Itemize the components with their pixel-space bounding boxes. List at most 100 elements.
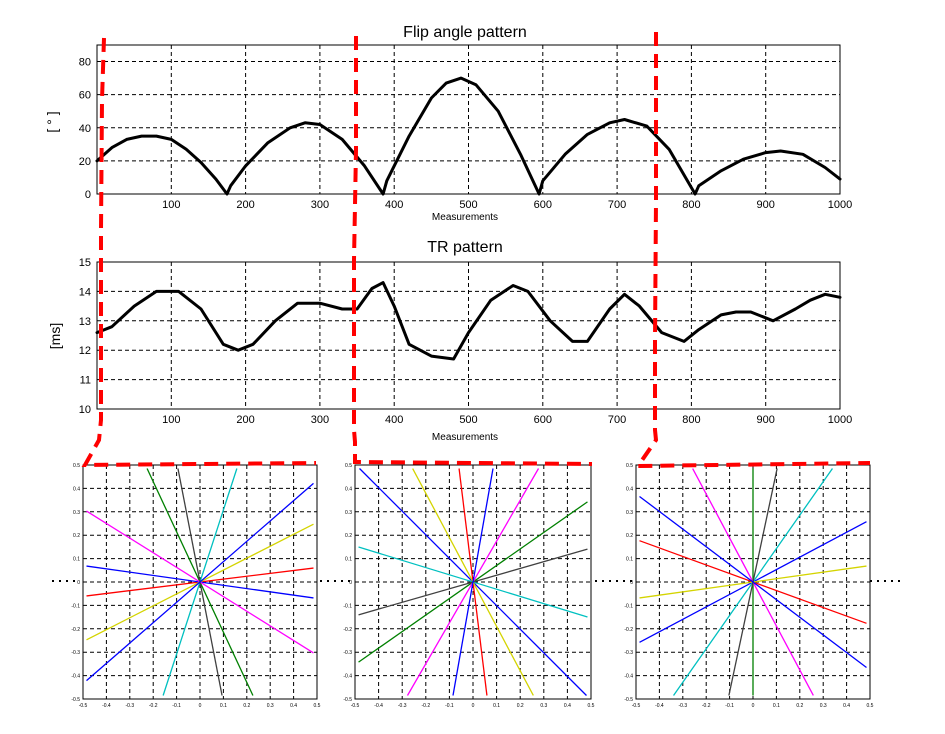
kspace-xtick-label: 0.5 xyxy=(588,703,595,709)
flip-angle-xtick-label: 600 xyxy=(534,199,552,211)
kspace-xtick-label: -0.2 xyxy=(149,703,158,709)
kspace-ytick-label: 0.3 xyxy=(73,510,80,516)
kspace-spoke xyxy=(86,482,314,682)
tr-ytick-label: 13 xyxy=(79,316,91,328)
kspace-spoke xyxy=(639,495,867,669)
kspace-ytick-label: 0.1 xyxy=(626,557,633,563)
kspace-ytick-label: -0.5 xyxy=(624,697,633,703)
kspace-axes xyxy=(354,464,592,700)
kspace-xtick-label: 0.3 xyxy=(267,703,274,709)
tr-ytick-label: 11 xyxy=(80,375,91,387)
tr-ytick-label: 14 xyxy=(79,286,91,298)
kspace-spoke xyxy=(452,468,494,696)
tr-ytick-label: 10 xyxy=(79,404,91,416)
tr-xtick-label: 400 xyxy=(385,414,403,426)
flip-angle-xtick-label: 1000 xyxy=(828,199,852,211)
kspace-ytick-label: 0.3 xyxy=(626,510,633,516)
tr-xtick-label: 200 xyxy=(236,414,254,426)
kspace-ytick-label: -0.2 xyxy=(343,627,352,633)
kspace-ytick-label: 0.2 xyxy=(626,533,633,539)
kspace-plot-1: -0.5 -0.4 -0.3 -0.2 -0.1 0 0.1 0.2 0.3 0.4 0.5 -0.5… xyxy=(71,463,320,709)
kspace-ytick-label: -0.1 xyxy=(343,603,352,609)
kspace-ytick-label: 0.4 xyxy=(73,486,80,492)
flip-angle-xtick-label: 900 xyxy=(757,199,775,211)
kspace-ytick-label: -0.5 xyxy=(71,697,80,703)
kspace-xtick-label: -0.1 xyxy=(445,703,454,709)
flip-angle-ytick-label: 80 xyxy=(79,57,91,69)
tr-xtick-label: 700 xyxy=(608,414,626,426)
kspace-ytick-label: 0.5 xyxy=(345,463,352,469)
kspace-ytick-label: 0.3 xyxy=(345,510,352,516)
flip-angle-ytick-label: 40 xyxy=(79,123,91,135)
kspace-ytick-label: -0.1 xyxy=(624,603,633,609)
flip-angle-xtick-label: 700 xyxy=(608,199,626,211)
kspace-xtick-label: -0.1 xyxy=(172,703,181,709)
tr-xtick-label: 300 xyxy=(311,414,329,426)
kspace-ytick-label: 0.1 xyxy=(345,557,352,563)
kspace-ytick-label: 0.1 xyxy=(73,557,80,563)
flip-angle-curve xyxy=(95,76,842,196)
kspace-xtick-label: 0.5 xyxy=(314,703,321,709)
kspace-xtick-label: -0.5 xyxy=(632,703,641,709)
flip-angle-ylabel: [ ° ] xyxy=(44,111,60,132)
kspace-ytick-label: -0.2 xyxy=(624,627,633,633)
kspace-xtick-label: 0.1 xyxy=(493,703,500,709)
kspace-xtick-label: -0.4 xyxy=(374,703,383,709)
kspace-plot-3: -0.5 -0.4 -0.3 -0.2 -0.1 0 0.1 0.2 0.3 0.4 0.5 -0.5… xyxy=(624,463,873,709)
flip-angle-xtick-label: 100 xyxy=(162,199,180,211)
flip-angle-xlabel: Measurements xyxy=(432,212,498,223)
flip-angle-xtick-label: 500 xyxy=(459,199,477,211)
flip-angle-ytick-label: 0 xyxy=(85,189,91,201)
kspace-xtick-label: -0.4 xyxy=(102,703,111,709)
tr-axes xyxy=(96,261,841,410)
tr-plot: TR pattern 100 200 300 400 500 600 700 800 900 10… xyxy=(47,239,852,443)
kspace-ytick-label: -0.4 xyxy=(343,674,352,680)
kspace-xtick-label: 0 xyxy=(752,703,755,709)
tr-ylabel: [ms] xyxy=(47,323,63,349)
flip-angle-plot: Flip angle pattern 100 200 300 400 500 600 700… xyxy=(44,24,852,223)
kspace-xtick-label: -0.3 xyxy=(398,703,407,709)
kspace-xtick-label: -0.4 xyxy=(655,703,664,709)
tr-xtick-label: 800 xyxy=(682,414,700,426)
kspace-ytick-label: 0.2 xyxy=(345,533,352,539)
kspace-xtick-label: 0 xyxy=(199,703,202,709)
kspace-ytick-label: -0.1 xyxy=(71,603,80,609)
kspace-xtick-label: 0.2 xyxy=(243,703,250,709)
kspace-ytick-label: 0.4 xyxy=(345,486,352,492)
tr-xtick-label: 600 xyxy=(534,414,552,426)
kspace-xtick-label: 0.4 xyxy=(843,703,850,709)
kspace-plot-2: -0.5 -0.4 -0.3 -0.2 -0.1 0 0.1 0.2 0.3 0.4 0.5 -0.5… xyxy=(343,463,594,709)
tr-xtick-label: 1000 xyxy=(828,414,852,426)
kspace-xtick-label: 0.4 xyxy=(564,703,571,709)
flip-angle-title: Flip angle pattern xyxy=(403,24,527,41)
flip-angle-ytick-label: 20 xyxy=(79,156,91,168)
kspace-ytick-label: 0.4 xyxy=(626,486,633,492)
tr-xtick-label: 100 xyxy=(162,414,180,426)
kspace-xtick-label: 0.1 xyxy=(220,703,227,709)
kspace-ytick-label: 0.2 xyxy=(73,533,80,539)
kspace-xtick-label: 0.2 xyxy=(517,703,524,709)
flip-angle-xtick-label: 300 xyxy=(311,199,329,211)
kspace-xtick-label: 0.3 xyxy=(820,703,827,709)
tr-xlabel: Measurements xyxy=(432,432,498,443)
kspace-xtick-label: 0.1 xyxy=(773,703,780,709)
kspace-xtick-label: -0.2 xyxy=(702,703,711,709)
marker-2 xyxy=(352,36,593,466)
marker-1 xyxy=(81,37,317,468)
kspace-ytick-label: 0.5 xyxy=(626,463,633,469)
kspace-xtick-label: -0.5 xyxy=(79,703,88,709)
kspace-ytick-label: -0.4 xyxy=(624,674,633,680)
measurement-markers xyxy=(81,32,871,469)
kspace-xtick-label: 0.5 xyxy=(867,703,874,709)
kspace-ytick-label: -0.3 xyxy=(343,650,352,656)
kspace-xtick-label: -0.3 xyxy=(125,703,134,709)
tr-ytick-label: 15 xyxy=(79,257,91,269)
kspace-axes xyxy=(82,464,318,700)
kspace-ytick-label: -0.3 xyxy=(624,650,633,656)
kspace-ytick-label: 0.5 xyxy=(73,463,80,469)
kspace-ytick-label: 0 xyxy=(630,580,633,586)
flip-angle-xtick-label: 200 xyxy=(236,199,254,211)
kspace-xtick-label: 0.2 xyxy=(796,703,803,709)
tr-xtick-label: 900 xyxy=(757,414,775,426)
